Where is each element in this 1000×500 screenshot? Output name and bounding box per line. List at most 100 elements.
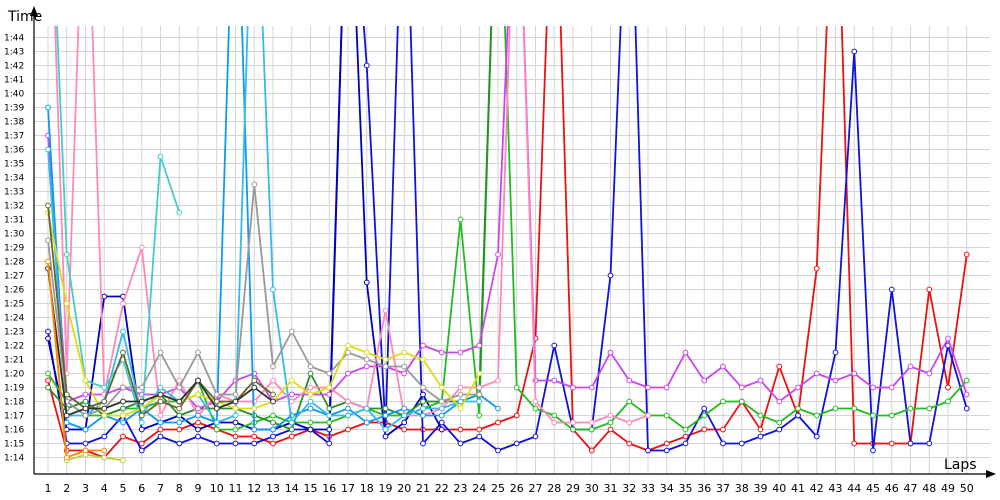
data-point	[326, 440, 333, 447]
x-tick-label: 13	[266, 482, 280, 495]
data-point	[176, 398, 183, 405]
data-point	[45, 258, 51, 265]
data-point	[476, 370, 483, 377]
data-point	[363, 279, 370, 286]
data-point	[738, 440, 745, 447]
data-point	[120, 384, 126, 391]
x-tick-label: 28	[547, 482, 561, 495]
data-point	[326, 384, 333, 391]
data-point	[438, 419, 445, 426]
data-point	[345, 398, 351, 405]
data-point	[813, 433, 820, 440]
data-point	[701, 405, 708, 412]
data-point	[476, 342, 483, 349]
data-point	[138, 440, 145, 447]
data-point	[176, 384, 183, 391]
data-point	[101, 412, 108, 419]
data-point	[232, 405, 239, 412]
x-tick-label: 38	[735, 482, 749, 495]
data-point	[645, 412, 651, 419]
x-tick-label: 10	[210, 482, 224, 495]
data-point	[176, 377, 183, 384]
data-point	[270, 426, 276, 433]
data-point	[138, 244, 145, 251]
data-point	[495, 251, 501, 258]
data-point	[213, 426, 220, 433]
data-point	[270, 363, 276, 370]
data-point	[476, 426, 483, 433]
data-point	[926, 286, 933, 293]
data-point	[307, 426, 314, 433]
series-line	[56, 26, 181, 424]
x-tick-label: 39	[754, 482, 768, 495]
data-point	[232, 412, 239, 419]
data-point	[945, 398, 951, 405]
y-tick-label: 1:18	[4, 398, 24, 408]
data-point	[45, 202, 51, 209]
data-point	[963, 405, 970, 412]
y-tick-label: 1:28	[4, 258, 24, 268]
data-point	[438, 412, 445, 419]
data-point	[607, 272, 614, 279]
series-line	[47, 26, 968, 410]
data-point	[138, 447, 145, 454]
data-point	[495, 419, 501, 426]
data-point	[551, 342, 558, 349]
data-point	[907, 440, 914, 447]
x-tick-label: 7	[157, 482, 164, 495]
data-point	[420, 398, 426, 405]
data-point	[120, 300, 126, 307]
data-point	[438, 398, 445, 405]
data-point	[382, 412, 389, 419]
x-tick-label: 27	[529, 482, 543, 495]
x-tick-label: 26	[510, 482, 524, 495]
data-point	[138, 426, 145, 433]
data-point	[270, 412, 276, 419]
data-point	[326, 419, 333, 426]
y-tick-label: 1:40	[4, 90, 24, 100]
data-point	[101, 433, 108, 440]
y-tick-label: 1:30	[4, 230, 24, 240]
axes	[30, 6, 996, 478]
data-point	[926, 405, 933, 412]
data-point	[363, 363, 370, 370]
data-point	[101, 447, 108, 454]
data-point	[326, 370, 333, 377]
data-point	[776, 419, 783, 426]
data-point	[157, 391, 164, 398]
data-point	[307, 398, 314, 405]
x-tick-label: 21	[416, 482, 430, 495]
data-point	[457, 398, 464, 405]
data-point	[682, 426, 689, 433]
data-point	[757, 412, 764, 419]
x-tick-label: 1	[45, 482, 52, 495]
data-point	[157, 398, 164, 405]
data-point	[288, 391, 295, 398]
data-point	[101, 405, 108, 412]
x-tick-label: 49	[941, 482, 955, 495]
data-point	[776, 398, 783, 405]
x-tick-label: 6	[138, 482, 145, 495]
series-line	[47, 183, 480, 417]
data-point	[45, 237, 51, 244]
data-point	[513, 384, 520, 391]
x-tick-label: 43	[829, 482, 843, 495]
y-tick-label: 1:25	[4, 300, 24, 310]
data-point	[195, 405, 201, 412]
data-point	[457, 440, 464, 447]
data-point	[663, 412, 670, 419]
data-point	[232, 433, 239, 440]
data-point	[326, 391, 333, 398]
data-point	[82, 440, 89, 447]
x-tick-label: 45	[866, 482, 880, 495]
data-point	[570, 426, 576, 433]
data-point	[720, 426, 726, 433]
data-point	[288, 433, 295, 440]
x-tick-label: 15	[304, 482, 318, 495]
data-point	[420, 391, 426, 398]
data-point	[870, 412, 876, 419]
x-tick-labels: 1 2 3 4 5 6 7 8 9 10 11 12 13 14 15 16 17 18 19 20 21 22 23 24 2…	[45, 482, 974, 495]
data-point	[63, 454, 70, 461]
data-point	[120, 412, 126, 419]
data-point	[420, 412, 426, 419]
